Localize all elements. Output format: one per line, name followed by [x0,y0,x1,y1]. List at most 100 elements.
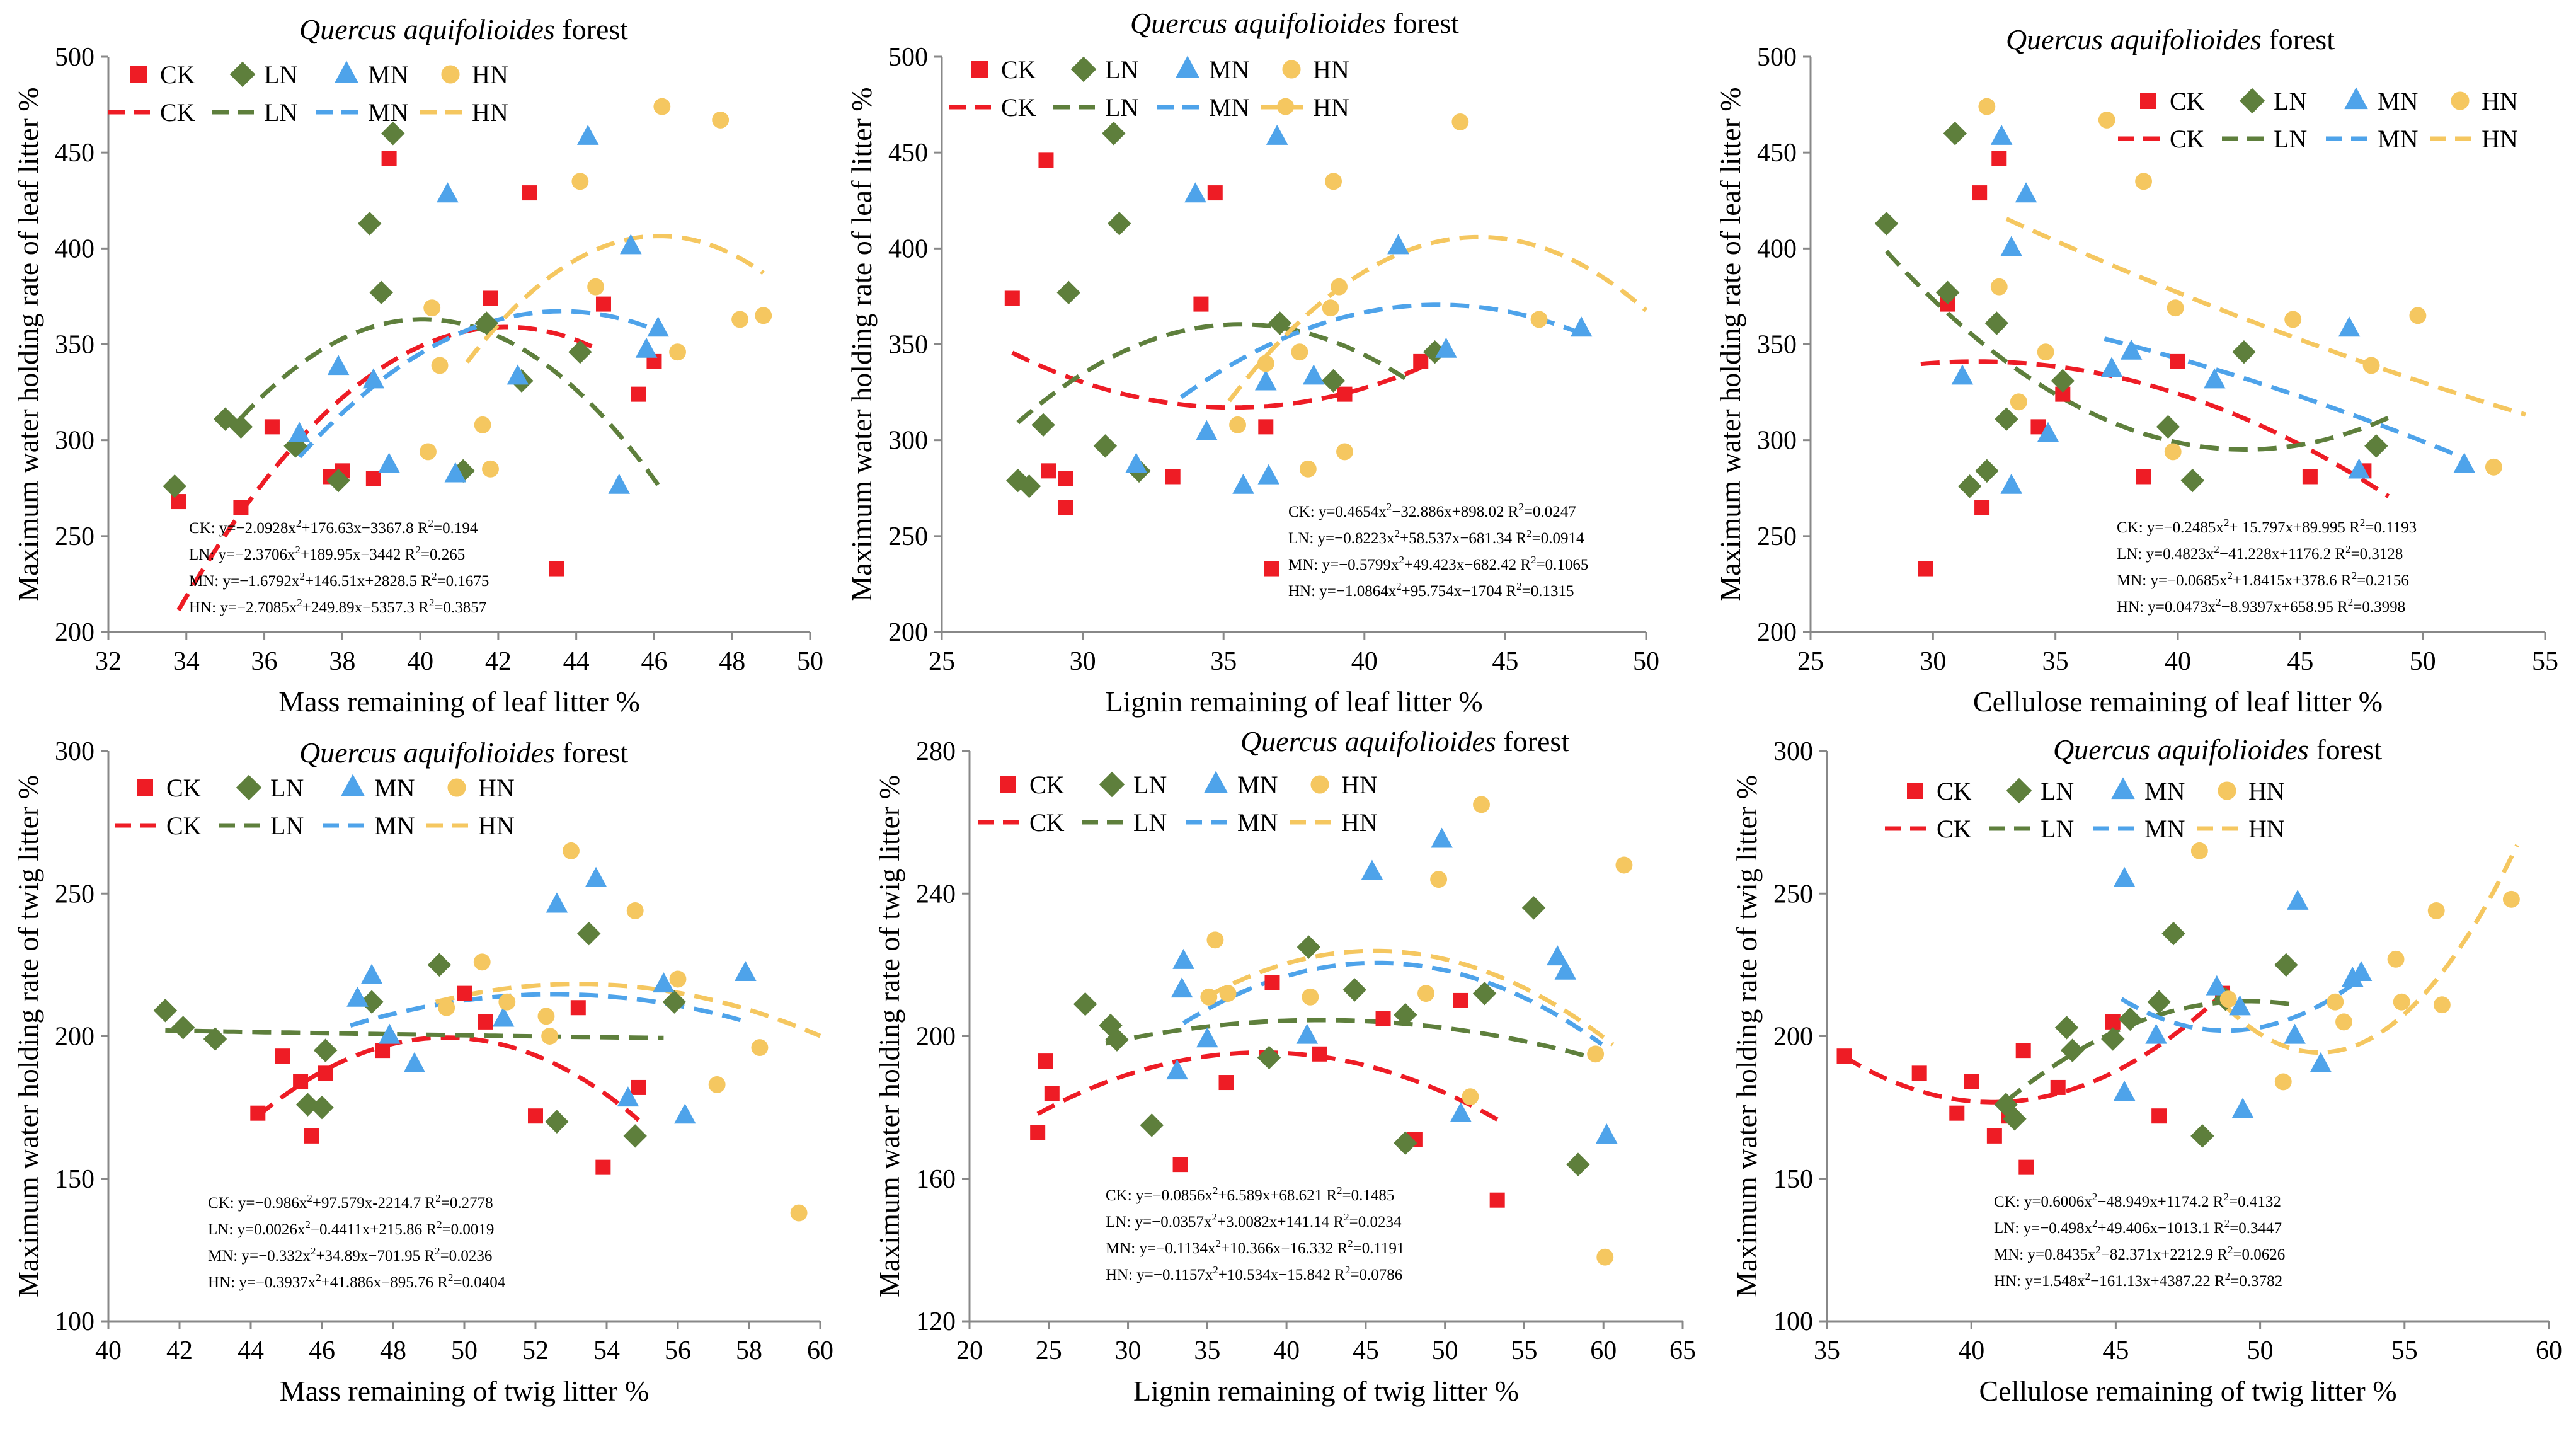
fit-equation: MN: y=−0.332x2+34.89x−701.95 R2=0.0236 [208,1245,492,1265]
legend-label: LN [1105,93,1138,122]
fit-curve-ck [256,1035,641,1122]
x-axis-title: Lignin remaining of twig litter % [1133,1375,1519,1407]
fit-equation: CK: y=0.4654x2−32.886x+898.02 R2=0.0247 [1288,501,1576,520]
x-tick-label: 30 [1115,1336,1142,1365]
eq-part: =0.1191 [1353,1240,1405,1257]
eq-part: CK: y=−0.986x [208,1195,307,1212]
eq-superscript: 2 [2095,1244,2101,1256]
point-mn [2342,967,2364,987]
eq-part: LN: y=0.0026x [208,1221,306,1238]
fit-curve-ln [2004,999,2296,1103]
legend-label: MN [374,774,415,802]
y-axis-title: Maximum water holding rate of leaf litte… [1714,87,1746,601]
x-tick-label: 36 [251,647,278,676]
point-ck [1041,463,1056,479]
point-mn [1570,316,1593,337]
eq-part: =0.1485 [1342,1187,1395,1204]
point-ck [1044,1086,1060,1101]
x-axis-title: Lignin remaining of leaf litter % [1105,686,1482,718]
eq-part: −8.9397x+658.95 R [2221,599,2348,616]
fit-equation: CK: y=−0.986x2+97.579x-2214.7 R2=0.2778 [208,1192,493,1212]
point-ln [2161,921,2185,946]
point-mn [2310,1052,2332,1072]
point-ln [1984,311,2009,335]
point-mn [437,182,459,203]
eq-superscript: 2 [305,1219,311,1231]
point-hn [1417,985,1434,1002]
point-ln [1472,981,1497,1006]
point-mn [2350,961,2373,982]
point-ln [1943,122,1967,146]
eq-superscript: 2 [1213,1264,1218,1276]
point-mn [653,972,675,993]
x-axis-title: Cellulose remaining of twig litter % [1979,1375,2396,1407]
fit-equation: HN: y=−0.1157x2+10.534x−15.842 R2=0.0786 [1106,1264,1402,1283]
eq-superscript: 2 [448,1272,454,1283]
point-ln [310,1095,334,1120]
point-hn [2098,111,2115,129]
point-hn [2167,299,2184,317]
point-ln [203,1027,227,1051]
fit-curve-mn [1180,302,1585,399]
eq-part: =0.0786 [1350,1266,1402,1283]
point-ln [1297,935,1321,959]
legend-label: HN [472,60,508,89]
eq-superscript: 2 [2085,1270,2091,1282]
legend-marker-ln [2239,88,2265,114]
point-mn [2231,1098,2254,1118]
y-tick-label: 500 [55,43,94,72]
eq-superscript: 2 [428,517,434,529]
legend-label: LN [2041,815,2074,843]
point-ck [1986,1128,2002,1144]
x-tick-label: 60 [807,1336,833,1365]
eq-part: +189.95x−3442 R [301,546,416,563]
legend-marker-mn [341,774,365,796]
point-ln [2156,415,2180,439]
point-ln [381,122,405,146]
x-axis-title: Mass remaining of twig litter % [280,1375,649,1407]
legend-label: CK [1001,93,1036,122]
fit-equation: HN: y=1.548x2−161.13x+4387.22 R2=0.3782 [1994,1270,2282,1290]
point-hn [438,999,455,1016]
point-ln [2274,953,2298,977]
legend-label: MN [368,98,408,127]
point-mn [2204,368,2226,389]
y-tick-label: 500 [1757,43,1797,72]
point-ln [662,990,687,1014]
x-tick-label: 50 [1633,647,1659,676]
point-mn [2453,452,2476,473]
y-tick-label: 150 [55,1165,94,1194]
point-hn [498,993,516,1011]
legend-label: MN [1209,55,1249,84]
point-ln [1017,474,1041,498]
point-ln [1140,1113,1164,1137]
point-hn [1978,98,1996,115]
fit-curve-ln [239,317,664,492]
chart-title-suffix: forest [555,13,628,45]
y-tick-label: 450 [1757,139,1797,168]
x-tick-label: 44 [563,647,590,676]
point-ck [375,1043,391,1059]
eq-part: +41.886x−895.76 R [321,1274,448,1291]
fit-curve-mn [297,309,663,459]
legend-label: LN [2041,777,2074,805]
fit-curve-mn [2104,336,2466,461]
point-ck [1911,1065,1927,1081]
chart-title-species: Quercus aquifolioides [299,13,555,45]
chart-panel-6: 35 40 45 50 55 60 100 150 200 250 300 Cellulose rem… [1731,733,2562,1407]
y-tick-label: 100 [1773,1307,1813,1336]
eq-part: MN: y=−0.332x [208,1248,311,1265]
y-axis-title: Maximum water holding rate of leaf litte… [845,87,878,601]
legend-label: MN [2378,87,2418,115]
point-ck [2015,1043,2031,1059]
point-mn [492,1006,515,1027]
point-ck [1375,1011,1391,1026]
x-tick-label: 58 [736,1336,762,1365]
legend-label: CK [1937,815,1972,843]
chart-title: Quercus aquifolioides forest [2006,23,2335,55]
x-tick-label: 20 [956,1336,983,1365]
fit-equation: MN: y=−1.6792x2+146.51x+2828.5 R2=0.1675 [189,570,489,590]
point-ck [631,386,646,402]
fit-equation: LN: y=−0.8223x2+58.537x−681.34 R2=0.0914 [1288,527,1584,547]
eq-superscript: 2 [297,597,302,609]
